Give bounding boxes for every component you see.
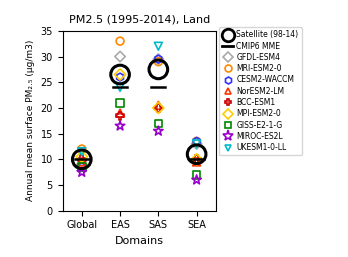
Point — [156, 67, 161, 71]
Point — [156, 57, 161, 61]
Point — [79, 157, 85, 161]
Point — [156, 121, 161, 125]
Point — [117, 114, 123, 118]
Point — [194, 142, 199, 146]
Point — [117, 101, 123, 105]
Point — [194, 178, 199, 182]
Point — [156, 106, 161, 110]
X-axis label: Domains: Domains — [115, 236, 164, 246]
Point — [156, 57, 161, 61]
Point — [79, 165, 85, 169]
Point — [117, 85, 123, 89]
Point — [79, 150, 85, 154]
Point — [194, 157, 199, 161]
Point — [194, 139, 199, 143]
Point — [79, 165, 85, 169]
Point — [117, 72, 123, 77]
Point — [194, 152, 199, 156]
Point — [194, 160, 199, 164]
Point — [194, 157, 199, 161]
Point — [79, 157, 85, 161]
Point — [156, 60, 161, 64]
Point — [117, 39, 123, 43]
Point — [156, 44, 161, 48]
Point — [79, 147, 85, 151]
Point — [156, 129, 161, 133]
Point — [194, 142, 199, 146]
Point — [79, 162, 85, 167]
Point — [117, 75, 123, 79]
Y-axis label: Annual mean surface PM₂.₅ (μg/m3): Annual mean surface PM₂.₅ (μg/m3) — [26, 40, 35, 201]
Legend: Satellite (98-14), CMIP6 MME, GFDL-ESM4, MRI-ESM2-0, CESM2-WACCM, NorESM2-LM, BC: Satellite (98-14), CMIP6 MME, GFDL-ESM4,… — [219, 27, 302, 155]
Point — [117, 54, 123, 59]
Point — [117, 124, 123, 128]
Point — [194, 173, 199, 177]
Point — [79, 170, 85, 174]
Title: PM2.5 (1995-2014), Land: PM2.5 (1995-2014), Land — [69, 14, 210, 24]
Point — [194, 139, 199, 143]
Point — [79, 160, 85, 164]
Point — [79, 155, 85, 159]
Point — [156, 106, 161, 110]
Point — [117, 111, 123, 115]
Point — [156, 103, 161, 107]
Point — [117, 72, 123, 77]
